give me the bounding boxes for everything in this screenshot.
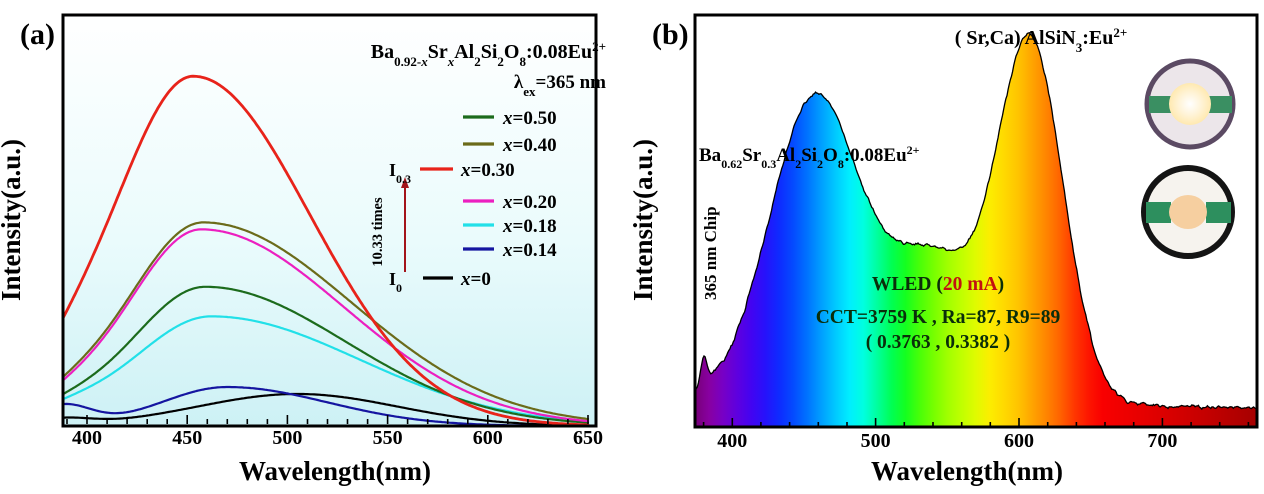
svg-text:400: 400 <box>72 427 102 449</box>
svg-text:(a): (a) <box>20 18 55 51</box>
svg-text:( 0.3763 , 0.3382 ): ( 0.3763 , 0.3382 ) <box>866 332 1011 353</box>
svg-text:500: 500 <box>272 427 302 449</box>
svg-text:Wavelength(nm): Wavelength(nm) <box>239 456 431 486</box>
svg-text:x=0.14: x=0.14 <box>502 240 557 261</box>
svg-text:x=0.50: x=0.50 <box>502 108 557 129</box>
svg-text:x=0.30: x=0.30 <box>460 160 515 181</box>
svg-text:700: 700 <box>1147 430 1177 452</box>
svg-text:WLED (20 mA): WLED (20 mA) <box>872 274 1004 295</box>
svg-text:450: 450 <box>172 427 202 449</box>
svg-text:600: 600 <box>1004 430 1034 452</box>
svg-text:Wavelength(nm): Wavelength(nm) <box>871 456 1063 486</box>
svg-text:400: 400 <box>717 430 747 452</box>
svg-text:600: 600 <box>473 427 503 449</box>
svg-text:500: 500 <box>861 430 891 452</box>
svg-text:(b): (b) <box>652 18 689 51</box>
svg-text:550: 550 <box>373 427 403 449</box>
svg-text:Intensity(a.u.): Intensity(a.u.) <box>0 139 26 301</box>
svg-text:Intensity(a.u.): Intensity(a.u.) <box>632 139 658 301</box>
svg-text:10.33 times: 10.33 times <box>370 197 386 267</box>
svg-text:CCT=3759 K , Ra=87, R9=89: CCT=3759 K , Ra=87, R9=89 <box>816 307 1061 328</box>
svg-text:x=0: x=0 <box>460 269 491 290</box>
svg-text:x=0.40: x=0.40 <box>502 135 557 156</box>
svg-text:x=0.20: x=0.20 <box>502 192 557 213</box>
svg-text:x=0.18: x=0.18 <box>502 216 557 237</box>
svg-text:650: 650 <box>573 427 603 449</box>
svg-text:365 nm Chip: 365 nm Chip <box>701 206 720 300</box>
